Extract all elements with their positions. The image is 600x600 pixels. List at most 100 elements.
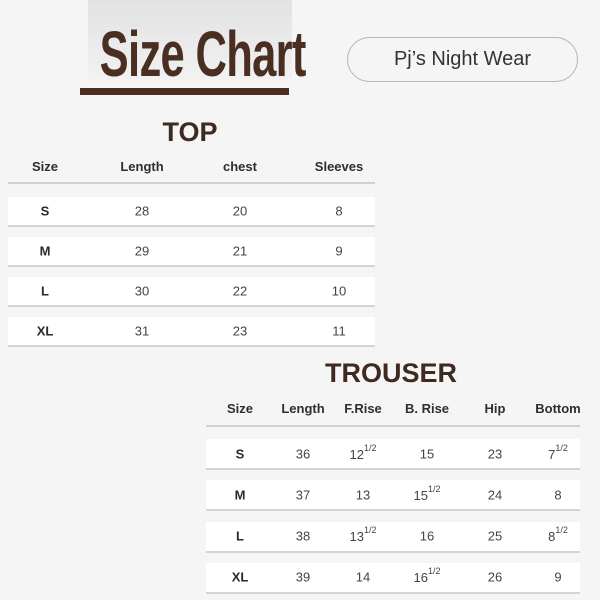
cell-value: S (40, 203, 50, 219)
table-row: S 36 121/2 15 23 71/2 (206, 439, 580, 470)
value-cell: 25 (488, 529, 502, 544)
column-header: Size (226, 401, 254, 416)
value-cell: 39 (296, 570, 310, 585)
value-cell: 13 (356, 487, 370, 502)
size-cell: L (41, 284, 49, 299)
product-badge: Pj’s Night Wear (347, 37, 578, 82)
table-row: M 29 21 9 (8, 237, 375, 267)
value-cell: 31 (135, 324, 149, 339)
cell-value: 38 (295, 528, 311, 544)
size-cell: XL (232, 570, 249, 585)
cell-value: S (235, 446, 245, 461)
column-header: chest (223, 159, 257, 174)
fraction: 1/2 (363, 524, 377, 535)
cell-value: 10 (331, 283, 347, 299)
cell-value: 39 (295, 569, 311, 585)
value-cell: 38 (296, 529, 310, 544)
value-cell: 36 (296, 446, 310, 461)
table-row: XL 31 23 11 (8, 317, 375, 347)
cell-value: 36 (295, 446, 311, 461)
cell-value: 31 (134, 323, 150, 339)
title-backdrop (88, 0, 292, 82)
size-cell: M (235, 487, 246, 502)
cell-value: XL (231, 569, 249, 585)
value-cell: 151/2 (413, 483, 441, 503)
value-cell: 23 (488, 446, 502, 461)
cell-value: 21 (232, 243, 248, 259)
cell-value: 16 (413, 570, 428, 586)
table-row: M 37 13 151/2 24 8 (206, 480, 580, 512)
value-cell: 20 (233, 204, 247, 219)
cell-value: 8 (554, 487, 562, 503)
table-row: L 30 22 10 (8, 277, 375, 307)
column-header: Hip (484, 401, 506, 416)
cell-value: 22 (232, 283, 248, 299)
cell-value: 12 (349, 446, 364, 462)
cell-value: XL (36, 323, 54, 339)
fraction: 1/2 (427, 566, 441, 577)
cell-value: 37 (295, 487, 311, 503)
cell-value: 26 (487, 569, 503, 585)
size-cell: M (40, 244, 51, 259)
cell-value: 9 (335, 243, 343, 259)
fraction: 1/2 (555, 524, 568, 535)
header-divider (206, 425, 580, 427)
column-header: Length (281, 401, 325, 416)
size-cell: L (236, 529, 244, 544)
value-cell: 161/2 (413, 566, 441, 586)
cell-value: 14 (355, 569, 371, 585)
cell-value: L (41, 283, 49, 299)
value-cell: 9 (554, 570, 561, 585)
value-cell: 81/2 (548, 524, 568, 545)
cell-value: 24 (487, 487, 503, 503)
table-row: S 28 20 8 (8, 197, 375, 227)
table-row: XL 39 14 161/2 26 9 (206, 562, 580, 594)
title-underline (80, 88, 289, 95)
cell-value: M (234, 487, 246, 503)
cell-value: 8 (335, 203, 343, 219)
cell-value: M (39, 243, 51, 259)
value-cell: 11 (332, 324, 346, 339)
value-cell: 15 (420, 446, 434, 461)
cell-value: 13 (349, 529, 364, 545)
cell-value: 16 (419, 528, 435, 544)
fraction: 1/2 (427, 483, 441, 494)
cell-value: 25 (487, 528, 503, 544)
fraction: 1/2 (363, 442, 377, 453)
cell-value: 9 (554, 569, 562, 585)
fraction: 1/2 (555, 442, 568, 453)
page-title: Size Chart (99, 18, 307, 90)
cell-value: 8 (548, 529, 556, 545)
value-cell: 8 (335, 204, 342, 219)
header-divider (8, 182, 375, 184)
cell-value: 20 (232, 203, 248, 219)
column-header: Bottom (535, 401, 581, 416)
cell-value: 13 (355, 487, 371, 503)
value-cell: 24 (488, 487, 502, 502)
table-row: L 38 131/2 16 25 81/2 (206, 521, 580, 553)
size-cell: S (236, 446, 245, 461)
cell-value: 7 (548, 446, 556, 462)
column-header: F.Rise (344, 401, 382, 416)
value-cell: 10 (332, 284, 346, 299)
value-cell: 14 (356, 570, 370, 585)
trouser-heading: TROUSER (324, 358, 457, 388)
cell-value: 29 (134, 243, 150, 259)
value-cell: 121/2 (349, 442, 377, 462)
size-cell: S (41, 204, 50, 219)
value-cell: 8 (554, 487, 561, 502)
cell-value: 23 (487, 446, 503, 461)
value-cell: 26 (488, 570, 502, 585)
cell-value: 11 (332, 323, 346, 339)
value-cell: 131/2 (349, 524, 377, 545)
cell-value: 30 (134, 283, 150, 299)
column-header: Sleeves (314, 159, 364, 174)
cell-value: 28 (134, 203, 150, 219)
column-header: B. Rise (404, 401, 450, 416)
cell-value: 15 (419, 446, 435, 461)
value-cell: 16 (420, 529, 434, 544)
cell-value: 15 (413, 487, 428, 503)
column-header: Size (31, 159, 59, 174)
value-cell: 9 (335, 244, 342, 259)
value-cell: 28 (135, 204, 149, 219)
